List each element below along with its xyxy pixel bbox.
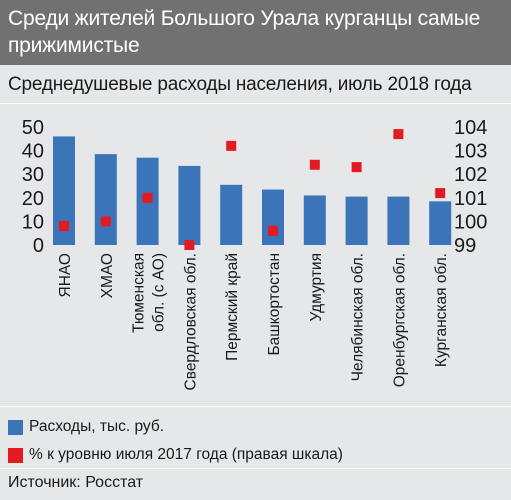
divider-legend <box>0 406 511 407</box>
y-left-tick-label: 20 <box>22 188 44 210</box>
y-left-tick-label: 10 <box>22 211 44 233</box>
y-right-tick-label: 103 <box>454 141 487 163</box>
x-tick-label: ЯНАО <box>57 253 74 297</box>
y-left-tick-label: 40 <box>22 141 44 163</box>
x-tick-label: Удмуртия <box>308 253 325 322</box>
bar <box>94 154 117 245</box>
bar <box>53 136 75 245</box>
legend-swatch-bars <box>8 419 23 435</box>
legend-swatch-markers <box>8 447 23 463</box>
marker-point <box>268 225 278 236</box>
x-tick-label: Пермский край <box>224 253 241 361</box>
x-tick-label: Свердловская обл. <box>182 253 199 390</box>
x-tick-label: Оренбургская обл. <box>391 253 408 387</box>
x-tick-label: ХМАО <box>99 253 116 298</box>
x-tick-label: обл. (с АО) <box>151 253 168 332</box>
y-right-tick-label: 102 <box>454 164 487 186</box>
chart-subtitle: Среднедушевые расходы населения, июль 20… <box>8 74 472 95</box>
marker-point <box>435 188 446 199</box>
bar <box>429 201 452 245</box>
y-right-tick-label: 104 <box>454 117 487 139</box>
bar <box>303 195 326 245</box>
marker-point <box>184 240 195 250</box>
marker-point <box>59 221 69 232</box>
x-tick-label: Курганская обл. <box>433 253 450 367</box>
bar <box>262 189 284 245</box>
legend-item-markers: % к уровню июля 2017 года (правая шкала) <box>8 446 343 464</box>
marker-point <box>142 192 153 203</box>
source-note: Источник: Росстат <box>8 474 144 491</box>
divider-top <box>0 103 511 104</box>
legend-item-bars: Расходы, тыс. руб. <box>8 418 164 436</box>
y-left-tick-label: 0 <box>33 235 44 257</box>
marker-point <box>309 159 320 170</box>
marker-point <box>100 216 111 227</box>
x-tick-label: Тюменская <box>131 253 148 333</box>
y-right-tick-label: 99 <box>454 235 476 257</box>
marker-point <box>351 162 362 173</box>
marker-point <box>393 129 404 140</box>
x-tick-label: Башкортостан <box>266 253 283 355</box>
bar <box>220 184 243 245</box>
y-left-tick-label: 30 <box>22 164 44 186</box>
y-left-tick-label: 50 <box>22 117 44 139</box>
bar <box>345 196 368 245</box>
bar <box>387 196 410 245</box>
legend-label-markers: % к уровню июля 2017 года (правая шкала) <box>29 446 343 463</box>
chart-headline: Среди жителей Большого Урала курганцы са… <box>0 0 511 65</box>
y-right-tick-label: 101 <box>454 188 487 210</box>
bar <box>178 165 201 245</box>
x-tick-label: Челябинская обл. <box>350 253 367 381</box>
legend-label-bars: Расходы, тыс. руб. <box>29 418 165 435</box>
y-right-tick-label: 100 <box>454 211 487 233</box>
marker-point <box>226 140 237 151</box>
divider-source <box>0 468 511 469</box>
